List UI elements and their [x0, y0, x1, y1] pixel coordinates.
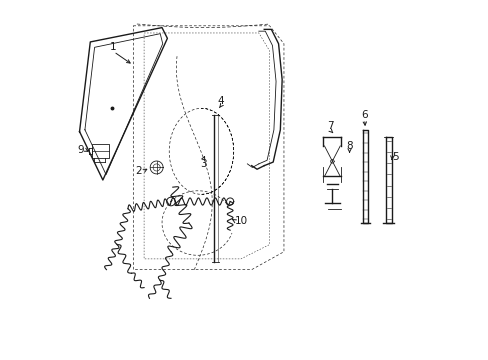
Text: 7: 7 — [326, 121, 333, 131]
Text: 4: 4 — [218, 96, 224, 106]
Text: 9: 9 — [77, 144, 83, 154]
Text: 1: 1 — [110, 42, 117, 52]
Text: 5: 5 — [391, 152, 398, 162]
Text: 10: 10 — [234, 216, 247, 226]
Text: 8: 8 — [346, 141, 352, 151]
Text: 3: 3 — [200, 159, 206, 169]
Text: 6: 6 — [361, 111, 367, 121]
Text: 2: 2 — [135, 166, 142, 176]
